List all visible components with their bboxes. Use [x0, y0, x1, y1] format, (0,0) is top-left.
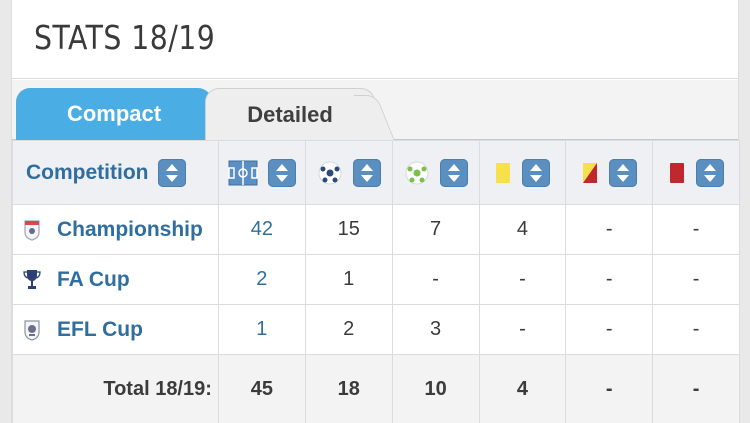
appearances-cell[interactable]: 1 [217, 304, 306, 355]
total-second-yellow: - [565, 354, 654, 423]
total-goals: 18 [304, 354, 393, 423]
header-assists [391, 140, 480, 205]
appearances-value[interactable]: 1 [256, 318, 268, 340]
yellow-card-icon [496, 162, 511, 183]
stats-table: Competition [12, 140, 740, 423]
yellow-cards-cell: 4 [478, 204, 567, 255]
sort-arrows-icon [447, 163, 460, 182]
competition-link[interactable]: Championship [57, 217, 203, 241]
yellow-cards-cell: - [478, 254, 567, 305]
championship-logo-icon [21, 217, 43, 243]
divider [12, 78, 738, 79]
total-appearances: 45 [217, 354, 306, 423]
efl-cup-logo-icon [21, 317, 43, 343]
appearances-cell[interactable]: 2 [217, 254, 306, 305]
red-cards-cell: - [652, 254, 740, 305]
red-cards-cell: - [652, 204, 740, 255]
sort-competition-button[interactable] [158, 158, 187, 187]
header-goals [304, 140, 393, 205]
stats-card: STATS 18/19 Compact Detailed Competition [11, 0, 740, 423]
tab-detailed-label: Detailed [247, 101, 333, 127]
sort-arrows-icon [275, 163, 288, 182]
appearances-cell[interactable]: 42 [217, 204, 306, 255]
sort-assists-button[interactable] [439, 158, 468, 187]
second-yellow-cell: - [565, 204, 654, 255]
sort-second-yellow-button[interactable] [609, 158, 638, 187]
assists-cell: 3 [391, 304, 480, 355]
competition-cell: EFL Cup [12, 304, 219, 355]
tab-compact[interactable]: Compact [16, 88, 212, 140]
header-competition-label: Competition [26, 160, 149, 184]
header-yellow-cards [478, 140, 567, 205]
goals-cell: 15 [304, 204, 393, 255]
total-red-cards: - [652, 354, 740, 423]
football-icon [318, 161, 342, 184]
sort-red-cards-button[interactable] [696, 158, 725, 187]
tab-compact-label: Compact [66, 101, 162, 126]
sort-appearances-button[interactable] [267, 158, 296, 187]
sort-arrows-icon [166, 163, 179, 182]
yellow-cards-cell: - [478, 304, 567, 355]
total-label: Total 18/19: [12, 354, 219, 423]
table-header-row: Competition [12, 140, 740, 205]
red-cards-cell: - [652, 304, 740, 355]
assists-cell: 7 [391, 204, 480, 255]
sort-arrows-icon [530, 163, 543, 182]
appearances-value[interactable]: 2 [256, 268, 268, 290]
second-yellow-cell: - [565, 304, 654, 355]
second-yellow-cell: - [565, 254, 654, 305]
red-card-icon [670, 162, 685, 183]
goals-cell: 2 [304, 304, 393, 355]
tab-detailed[interactable]: Detailed [205, 88, 375, 140]
pitch-icon [228, 160, 258, 185]
sort-goals-button[interactable] [352, 158, 381, 187]
fa-cup-logo-icon [21, 267, 43, 293]
sort-arrows-icon [360, 163, 373, 182]
header-competition: Competition [12, 140, 219, 205]
competition-link[interactable]: EFL Cup [57, 317, 143, 341]
total-assists: 10 [391, 354, 480, 423]
appearances-value[interactable]: 42 [250, 218, 273, 240]
table-row: EFL Cup 1 2 3 - - - [12, 304, 740, 355]
sort-yellow-cards-button[interactable] [522, 158, 551, 187]
header-second-yellow [565, 140, 654, 205]
page-title: STATS 18/19 [34, 18, 216, 57]
assists-cell: - [391, 254, 480, 305]
competition-cell: Championship [12, 204, 219, 255]
competition-cell: FA Cup [12, 254, 219, 305]
header-appearances [217, 140, 306, 205]
sort-arrows-icon [617, 163, 630, 182]
tab-bar: Compact Detailed [12, 80, 738, 140]
total-yellow-cards: 4 [478, 354, 567, 423]
goals-cell: 1 [304, 254, 393, 305]
second-yellow-card-icon [583, 162, 598, 183]
table-row: FA Cup 2 1 - - - - [12, 254, 740, 305]
header-red-cards [652, 140, 740, 205]
total-row: Total 18/19: 45 18 10 4 - - [12, 354, 740, 423]
table-row: Championship 42 15 7 4 - - [12, 204, 740, 255]
sort-arrows-icon [704, 163, 717, 182]
competition-link[interactable]: FA Cup [57, 267, 130, 291]
assist-football-icon [405, 161, 429, 184]
